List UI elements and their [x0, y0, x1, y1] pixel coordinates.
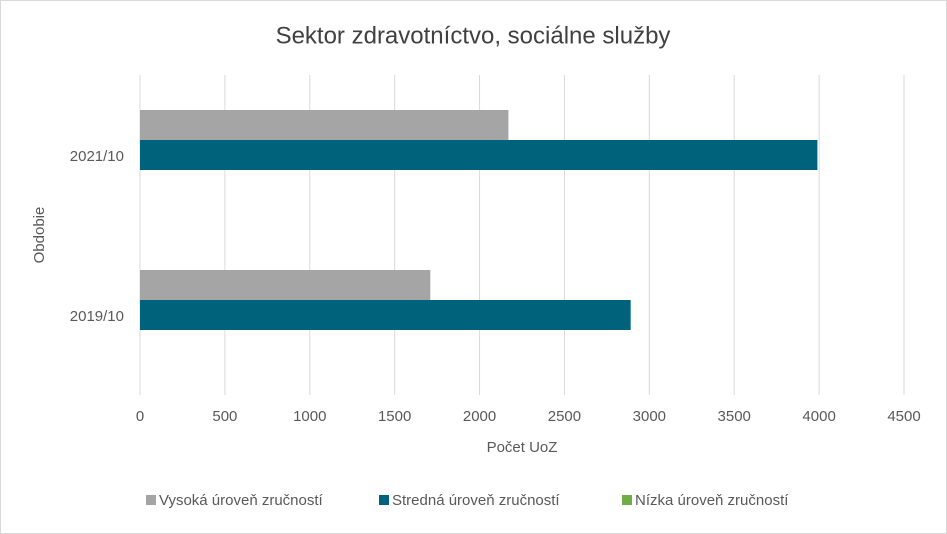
- x-tick-label: 3000: [633, 408, 666, 425]
- chart-title: Sektor zdravotníctvo, sociálne služby: [276, 22, 671, 49]
- x-tick-label: 4500: [887, 408, 920, 425]
- x-tick-label: 500: [212, 408, 237, 425]
- x-tick-label: 3500: [718, 408, 751, 425]
- legend-swatch: [379, 495, 389, 505]
- x-tick-label: 1000: [293, 408, 326, 425]
- x-tick-label: 0: [136, 408, 144, 425]
- x-axis-title: Počet UoZ: [487, 439, 558, 456]
- y-tick-label: 2019/10: [70, 308, 124, 325]
- legend-label: Stredná úroveň zručností: [392, 492, 560, 509]
- y-tick-label: 2021/10: [70, 148, 124, 165]
- bar: [140, 300, 631, 330]
- x-tick-label: 1500: [378, 408, 411, 425]
- x-tick-label: 4000: [802, 408, 835, 425]
- x-tick-label: 2500: [548, 408, 581, 425]
- legend-swatch: [146, 495, 156, 505]
- bar: [140, 140, 818, 170]
- legend-label: Vysoká úroveň zručností: [159, 492, 324, 509]
- y-axis-title: Obdobie: [31, 207, 48, 264]
- x-tick-label: 2000: [463, 408, 496, 425]
- bar: [140, 270, 431, 300]
- legend-swatch: [622, 495, 632, 505]
- legend-label: Nízka úroveň zručností: [635, 492, 789, 509]
- bar: [140, 110, 509, 140]
